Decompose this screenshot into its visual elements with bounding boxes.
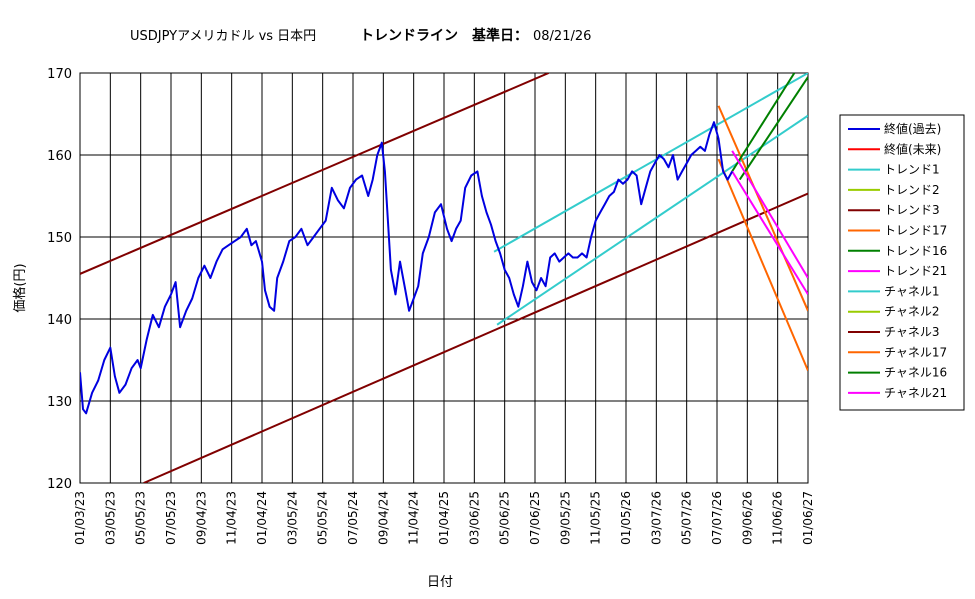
legend-label: チャネル17 [884, 345, 947, 359]
x-tick-label: 01/04/25 [437, 491, 451, 545]
x-tick-label: 03/05/24 [285, 491, 299, 545]
y-tick-label: 120 [47, 477, 72, 492]
legend-label: トレンド17 [884, 224, 947, 238]
x-tick-label: 07/05/23 [164, 491, 178, 545]
legend-box [839, 114, 965, 411]
trend17-line [717, 158, 808, 372]
x-tick-label: 01/03/23 [73, 491, 87, 545]
legend-label: トレンド2 [884, 183, 940, 197]
y-tick-label: 140 [47, 313, 72, 328]
x-tick-label: 05/07/26 [680, 491, 694, 545]
x-tick-label: 05/05/24 [316, 491, 330, 545]
x-tick-label: 09/04/23 [194, 491, 208, 545]
y-axis-label: 価格(円) [12, 263, 28, 312]
trend3-line [143, 192, 808, 483]
chart-title-right: トレンドライン 基準日： [360, 27, 528, 44]
x-tick-label: 11/04/24 [407, 491, 421, 545]
x-tick-label: 07/07/26 [710, 491, 724, 545]
chart-title-left: USDJPYアメリカドル vs 日本円 [130, 29, 316, 44]
trend21-line [731, 170, 808, 295]
legend-label: トレンド21 [884, 264, 947, 278]
legend-label: トレンド16 [884, 244, 947, 258]
x-tick-label: 07/06/25 [528, 491, 542, 545]
x-tick-label: 09/06/26 [740, 491, 754, 545]
close-past-line [80, 121, 734, 415]
trend17-line [717, 105, 808, 312]
legend-label: チャネル1 [884, 284, 940, 298]
y-tick-label: 170 [47, 67, 72, 82]
legend: 終値(過去) 終値(未来) トレンド1 トレンド2 トレンド3 トレンド17 トレンド16 ト… [848, 121, 947, 400]
y-tick-label: 150 [47, 231, 72, 246]
x-tick-label: 11/04/23 [225, 491, 239, 545]
trend16-line [738, 76, 808, 181]
x-tick-label: 03/05/23 [103, 491, 117, 545]
x-tick-label: 03/06/25 [467, 491, 481, 545]
y-tick-label: 130 [47, 395, 72, 410]
x-tick-label: 05/05/23 [134, 491, 148, 545]
x-axis-ticks: 01/03/23 03/05/23 05/05/23 07/05/23 09/04/23… [73, 491, 815, 545]
trend16-line [731, 73, 796, 172]
legend-label: 終値(未来) [884, 141, 941, 156]
trend3-line [80, 73, 550, 275]
legend-label: 終値(過去) [884, 121, 941, 136]
x-tick-label: 01/06/27 [801, 491, 815, 545]
x-tick-label: 01/04/24 [255, 491, 269, 545]
legend-label: チャネル21 [884, 386, 947, 400]
legend-label: トレンド3 [884, 203, 940, 217]
x-tick-label: 05/06/25 [498, 491, 512, 545]
chart-title-date: 08/21/26 [533, 29, 591, 44]
trend1-line [493, 73, 808, 253]
x-axis-label: 日付 [427, 575, 453, 590]
y-axis-ticks: 120 130 140 150 160 170 [47, 67, 72, 492]
legend-label: トレンド1 [884, 163, 940, 177]
legend-label: チャネル2 [884, 305, 940, 319]
x-tick-label: 09/05/25 [558, 491, 572, 545]
legend-label: チャネル3 [884, 325, 940, 339]
x-tick-label: 03/07/26 [649, 491, 663, 545]
trend1-line [496, 114, 808, 326]
close-series [80, 121, 734, 415]
x-tick-label: 07/05/24 [346, 491, 360, 545]
trend-lines [80, 73, 808, 483]
legend-label: チャネル16 [884, 366, 947, 380]
trend21-line [731, 150, 808, 279]
x-tick-label: 11/05/25 [589, 491, 603, 545]
y-tick-label: 160 [47, 149, 72, 164]
x-tick-label: 01/05/26 [619, 491, 633, 545]
x-tick-label: 11/06/26 [771, 491, 785, 545]
x-tick-label: 09/04/24 [376, 491, 390, 545]
